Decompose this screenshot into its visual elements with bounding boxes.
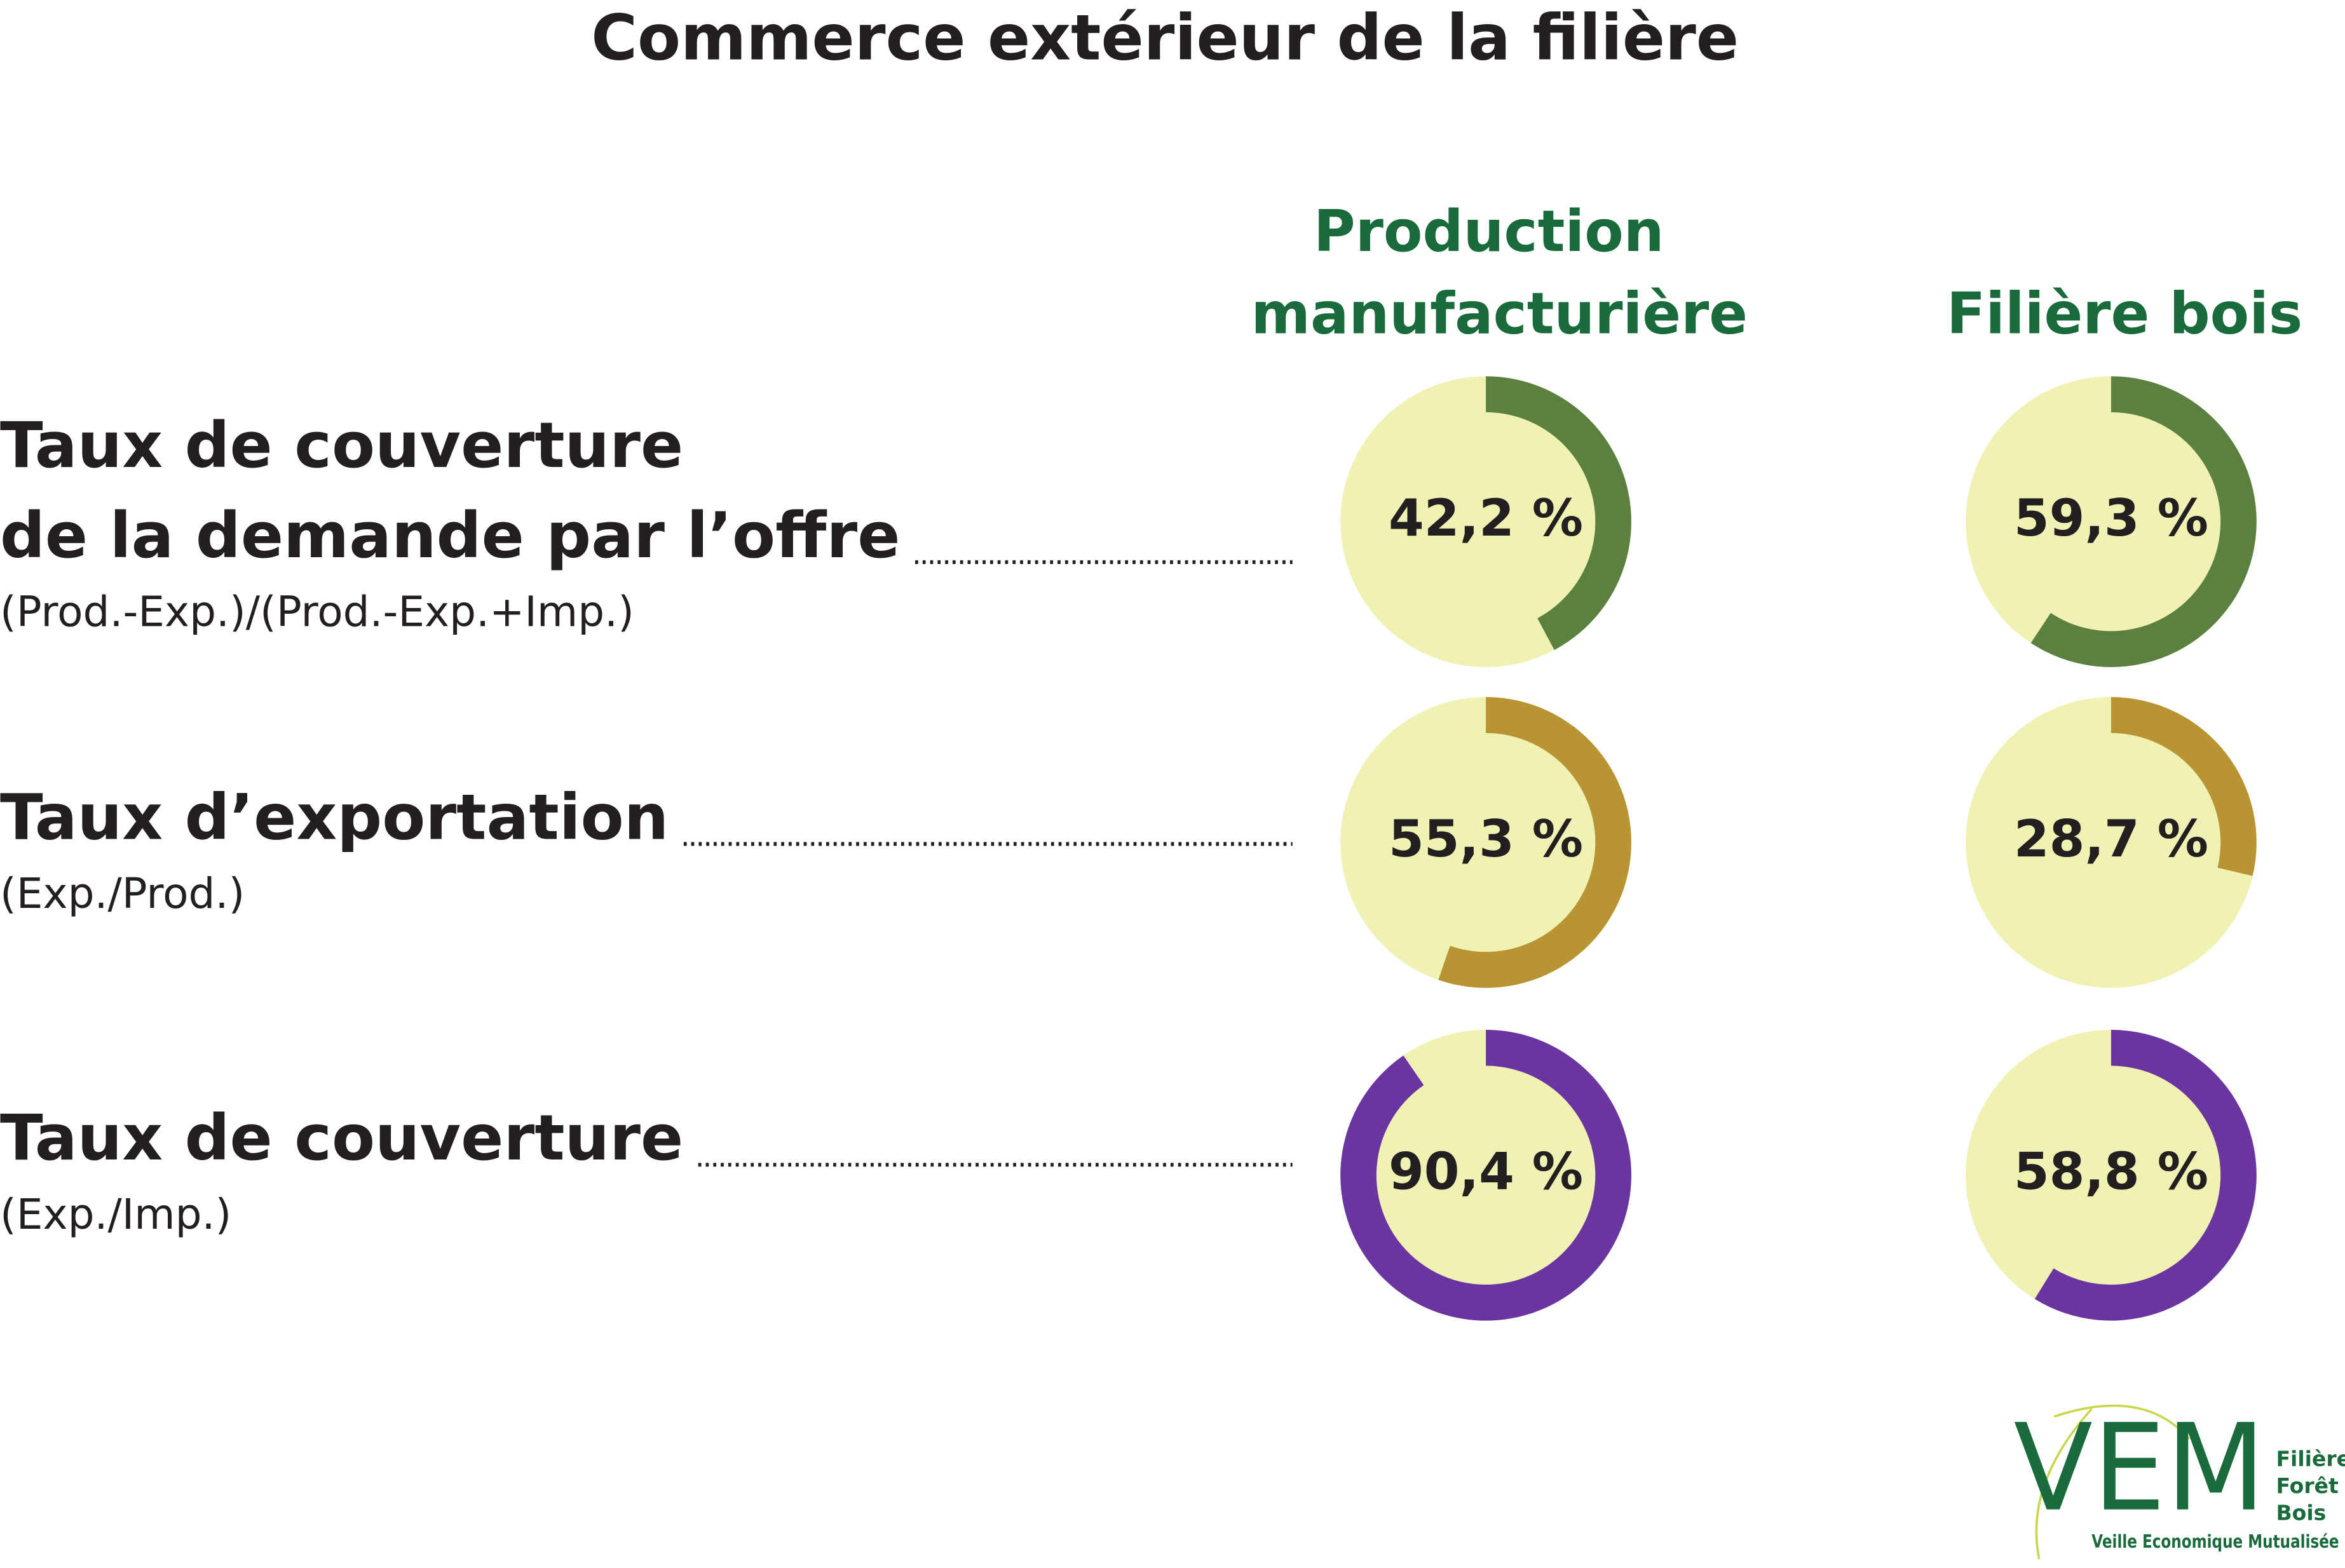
donut-disk xyxy=(1966,1029,2257,1321)
donut-arc xyxy=(2030,376,2257,667)
donut-disk xyxy=(1966,376,2257,667)
logo-text: Filière xyxy=(2276,1447,2345,1471)
value-label: 28,7 % xyxy=(2014,809,2208,868)
row-formula: (Exp./Prod.) xyxy=(0,869,245,918)
column-header: Production xyxy=(1314,199,1664,265)
title: Commerce extérieur de la filière xyxy=(591,1,1739,74)
logo-mark: VEM xyxy=(2014,1398,2266,1538)
logo-swoosh xyxy=(2035,1408,2093,1560)
row-label: de la demande par l’offre xyxy=(0,499,900,572)
row-formula: (Prod.-Exp.)/(Prod.-Exp.+Imp.) xyxy=(0,587,634,636)
logo-swoosh xyxy=(2053,1404,2190,1440)
logo-text: Bois xyxy=(2276,1500,2326,1525)
logo: VEM Filière Forêt Bois Veille Economique… xyxy=(2014,1398,2345,1560)
row-label: Taux de couverture xyxy=(0,409,683,482)
donut-disk xyxy=(1340,1029,1631,1321)
donut-arc xyxy=(2110,697,2257,876)
row-label: Taux de couverture xyxy=(0,1102,683,1175)
donut-disk xyxy=(1340,376,1631,667)
value-label: 59,3 % xyxy=(2014,489,2208,548)
value-label: 42,2 % xyxy=(1389,489,1583,548)
value-label: 55,3 % xyxy=(1389,809,1583,868)
column-header: Filière bois xyxy=(1947,281,2302,348)
donut-arc xyxy=(1486,376,1631,651)
logo-tagline: Veille Economique Mutualisée xyxy=(2091,1531,2339,1552)
donut-disk xyxy=(1340,697,1631,988)
logo-text: Forêt xyxy=(2276,1473,2339,1498)
donut-disk xyxy=(1966,697,2257,988)
donut-arc xyxy=(2034,1029,2257,1321)
row-label: Taux d’exportation xyxy=(0,781,669,854)
value-label: 58,8 % xyxy=(2014,1142,2208,1201)
column-header: manufacturière xyxy=(1251,281,1748,348)
donut-arc xyxy=(1438,697,1631,988)
value-label: 90,4 % xyxy=(1389,1142,1583,1201)
row-formula: (Exp./Imp.) xyxy=(0,1190,231,1239)
